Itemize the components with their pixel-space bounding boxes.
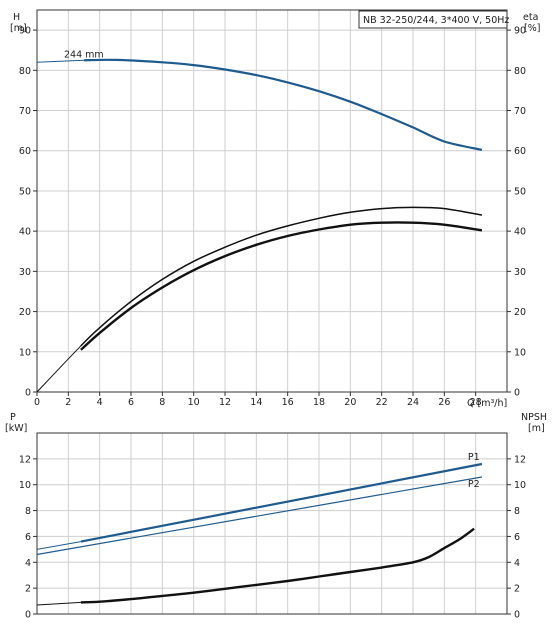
top-y-tick-label-left: 30 (19, 267, 31, 278)
top-y-tick-label-right: 80 (514, 66, 526, 77)
bottom-y-tick-label-right: 10 (514, 480, 526, 491)
bottom-y-tick-label-right: 0 (514, 610, 520, 621)
top-y-tick-label-left: 40 (19, 227, 31, 238)
top-y-tick-label-right: 20 (514, 307, 526, 318)
top-x-tick-label: 22 (376, 397, 388, 408)
top-y-tick-label-right: 90 (514, 26, 526, 37)
top-y-tick-label-right: 10 (514, 347, 526, 358)
p2-curve (36, 476, 483, 556)
top-y-tick-label-left: 10 (19, 347, 31, 358)
top-y-right-unit: [%] (524, 23, 540, 34)
top-x-tick-label: 12 (219, 397, 231, 408)
bottom-y-tick-label-right: 4 (514, 558, 520, 569)
top-x-tick-label: 20 (344, 397, 356, 408)
top-x-tick-label: 24 (407, 397, 419, 408)
x-axis-label: Q [m³/h] (467, 398, 507, 409)
bottom-y-tick-label-right: 8 (514, 506, 520, 517)
top-y-tick-label-left: 60 (19, 146, 31, 157)
head-curve (83, 58, 483, 151)
npsh-curve-extension (36, 601, 81, 606)
npsh-curve (80, 527, 475, 604)
bottom-y-right-unit: [m] (528, 423, 545, 434)
efficiency-curve-lower (80, 221, 483, 351)
chart-title-box (358, 10, 508, 29)
bottom-y-tick-label-left: 4 (25, 558, 31, 569)
bottom-y-left-label: P (10, 412, 16, 423)
chart-title: NB 32-250/244, 3*400 V, 50Hz (363, 15, 509, 26)
top-x-tick-label: 6 (128, 397, 134, 408)
bottom-y-tick-label-left: 0 (25, 610, 31, 621)
top-x-tick-label: 8 (159, 397, 165, 408)
efficiency-curve-upper-main (80, 206, 483, 347)
top-y-left-label: H (13, 12, 20, 23)
bottom-y-tick-label-left: 2 (25, 584, 31, 595)
bottom-y-left-unit: [kW] (5, 423, 27, 434)
top-y-tick-label-left: 50 (19, 186, 31, 197)
top-y-tick-label-left: 0 (25, 388, 31, 399)
bottom-y-tick-label-left: 10 (19, 480, 31, 491)
top-x-tick-label: 4 (97, 397, 103, 408)
top-y-tick-label-right: 30 (514, 267, 526, 278)
top-y-tick-label-right: 50 (514, 186, 526, 197)
top-y-right-label: eta (523, 12, 538, 23)
top-y-tick-label-right: 70 (514, 106, 526, 117)
top-y-tick-label-left: 80 (19, 66, 31, 77)
top-x-tick-label: 16 (282, 397, 294, 408)
top-y-tick-label-left: 90 (19, 26, 31, 37)
top-y-left-unit: [m] (10, 23, 27, 34)
top-y-tick-label-left: 70 (19, 106, 31, 117)
p1-curve-extension (36, 541, 81, 550)
top-y-tick-label-left: 20 (19, 307, 31, 318)
p1-curve (80, 462, 483, 543)
top-plot-frame (36, 9, 508, 393)
top-x-tick-label: 2 (65, 397, 71, 408)
bottom-y-right-label: NPSH (521, 412, 547, 423)
p1-curve-label: P1 (468, 452, 480, 463)
p2-curve-label: P2 (468, 479, 480, 490)
top-y-tick-label-right: 60 (514, 146, 526, 157)
top-y-tick-label-right: 0 (514, 388, 520, 399)
head-curve-extension (36, 59, 85, 63)
bottom-y-tick-label-left: 12 (19, 454, 31, 465)
bottom-y-tick-label-left: 6 (25, 532, 31, 543)
top-x-tick-label: 14 (250, 397, 262, 408)
top-x-tick-label: 10 (188, 397, 200, 408)
top-x-tick-label: 26 (438, 397, 450, 408)
head-curve-annotation: 244 mm (64, 49, 104, 60)
efficiency-curve-upper (36, 206, 482, 393)
bottom-y-tick-label-right: 6 (514, 532, 520, 543)
top-y-tick-label-right: 40 (514, 227, 526, 238)
bottom-y-tick-label-right: 12 (514, 454, 526, 465)
bottom-y-tick-label-left: 8 (25, 506, 31, 517)
top-x-tick-label: 18 (313, 397, 325, 408)
top-x-tick-label: 28 (470, 397, 482, 408)
top-x-tick-label: 0 (34, 397, 40, 408)
bottom-y-tick-label-right: 2 (514, 584, 520, 595)
bottom-plot-frame (36, 432, 508, 615)
